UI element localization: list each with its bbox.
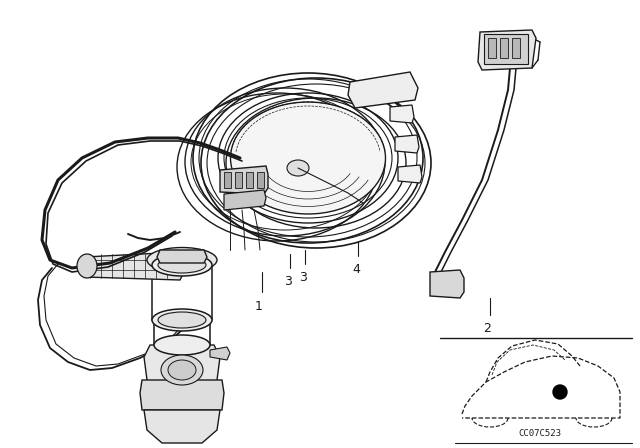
Polygon shape	[430, 270, 464, 298]
Ellipse shape	[287, 160, 309, 176]
Polygon shape	[220, 166, 268, 194]
Polygon shape	[478, 30, 536, 70]
Text: 3: 3	[284, 275, 292, 288]
Text: 4: 4	[352, 263, 360, 276]
Bar	[488, 38, 496, 58]
Bar	[484, 34, 528, 64]
Polygon shape	[398, 165, 422, 183]
Ellipse shape	[158, 257, 206, 273]
Bar	[224, 172, 231, 188]
Polygon shape	[224, 190, 266, 210]
Polygon shape	[140, 380, 224, 410]
Polygon shape	[144, 345, 220, 393]
Polygon shape	[144, 410, 220, 443]
Text: 2: 2	[483, 322, 491, 335]
Ellipse shape	[161, 355, 203, 385]
Polygon shape	[157, 250, 207, 263]
Ellipse shape	[154, 335, 210, 355]
Bar	[512, 38, 520, 58]
Ellipse shape	[201, 78, 431, 248]
Polygon shape	[348, 72, 418, 108]
Ellipse shape	[226, 98, 406, 228]
Ellipse shape	[152, 309, 212, 331]
Bar	[235, 172, 242, 188]
Ellipse shape	[147, 247, 217, 272]
Polygon shape	[85, 252, 183, 280]
Bar	[257, 172, 264, 188]
Circle shape	[553, 385, 567, 399]
Text: 3: 3	[299, 271, 307, 284]
Ellipse shape	[77, 254, 97, 278]
Text: 1: 1	[255, 300, 263, 313]
Ellipse shape	[158, 312, 206, 328]
Bar	[246, 172, 253, 188]
Ellipse shape	[152, 254, 212, 276]
Ellipse shape	[168, 360, 196, 380]
Bar	[500, 38, 508, 58]
Polygon shape	[390, 105, 414, 123]
Polygon shape	[395, 135, 419, 153]
Ellipse shape	[230, 102, 385, 214]
Polygon shape	[210, 347, 230, 360]
Text: CC07C523: CC07C523	[518, 429, 561, 438]
